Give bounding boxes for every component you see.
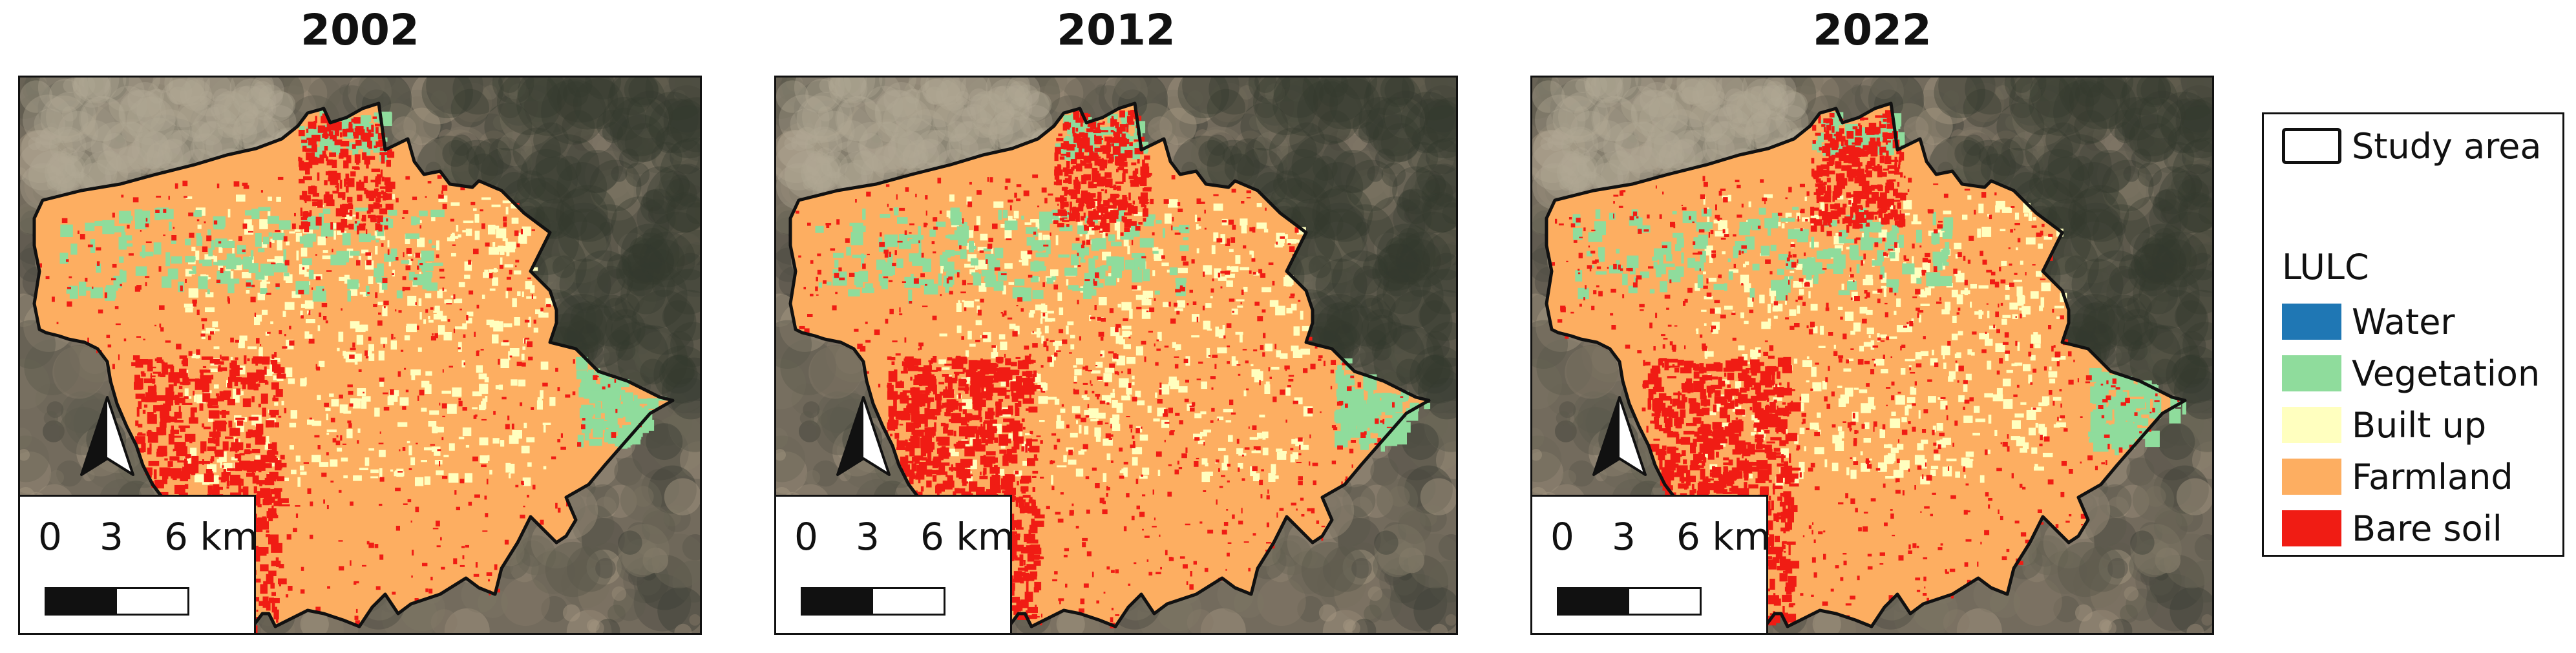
map-panel-2022: 0 3 6 km xyxy=(1530,76,2214,635)
map-legend: Study area LULC Water Vegetation Built u… xyxy=(2262,112,2564,557)
scale-tick-0: 0 xyxy=(1550,515,1574,559)
scale-bar: 0 3 6 km xyxy=(776,495,1015,633)
legend-item-built-up: Built up xyxy=(2282,404,2487,446)
scale-tick-3: 3 xyxy=(856,515,880,559)
north-arrow-icon xyxy=(1592,396,1647,476)
map-panel-2002: 0 3 6 km xyxy=(18,76,702,635)
bare-soil-swatch xyxy=(2282,510,2341,546)
study-area-swatch xyxy=(2282,128,2341,164)
panel-title-2012: 2012 xyxy=(1057,5,1176,55)
north-arrow-icon xyxy=(836,396,891,476)
vegetation-swatch xyxy=(2282,355,2341,391)
legend-item-bare-soil: Bare soil xyxy=(2282,508,2502,549)
scale-bar-graphic xyxy=(45,587,189,616)
legend-item-water: Water xyxy=(2282,302,2455,342)
farmland-swatch xyxy=(2282,459,2341,495)
water-swatch xyxy=(2282,304,2341,340)
scale-bar: 0 3 6 km xyxy=(20,495,259,633)
scale-tick-0: 0 xyxy=(794,515,818,559)
legend-item-vegetation: Vegetation xyxy=(2282,353,2540,394)
legend-heading: LULC xyxy=(2282,247,2369,287)
scale-tick-0: 0 xyxy=(38,515,62,559)
legend-item-farmland: Farmland xyxy=(2282,457,2513,497)
north-arrow-icon xyxy=(80,396,134,476)
legend-label: Bare soil xyxy=(2352,508,2502,549)
panel-title-2002: 2002 xyxy=(301,5,419,55)
scale-tick-3: 3 xyxy=(1612,515,1636,559)
legend-label: Vegetation xyxy=(2352,353,2540,394)
legend-item-study-area: Study area xyxy=(2282,125,2542,167)
map-panel-2012: 0 3 6 km xyxy=(774,76,1458,635)
scale-tick-6: 6 km xyxy=(164,515,259,559)
legend-label: Water xyxy=(2352,301,2455,342)
scale-bar-graphic xyxy=(1557,587,1702,616)
scale-tick-6: 6 km xyxy=(920,515,1015,559)
scale-bar-graphic xyxy=(801,587,945,616)
panel-title-2022: 2022 xyxy=(1813,5,1932,55)
built-up-swatch xyxy=(2282,407,2341,443)
scale-tick-6: 6 km xyxy=(1676,515,1771,559)
legend-label: Built up xyxy=(2352,404,2487,446)
scale-tick-3: 3 xyxy=(100,515,123,559)
legend-label: Study area xyxy=(2352,125,2542,167)
legend-label: Farmland xyxy=(2352,456,2513,497)
scale-bar: 0 3 6 km xyxy=(1532,495,1771,633)
